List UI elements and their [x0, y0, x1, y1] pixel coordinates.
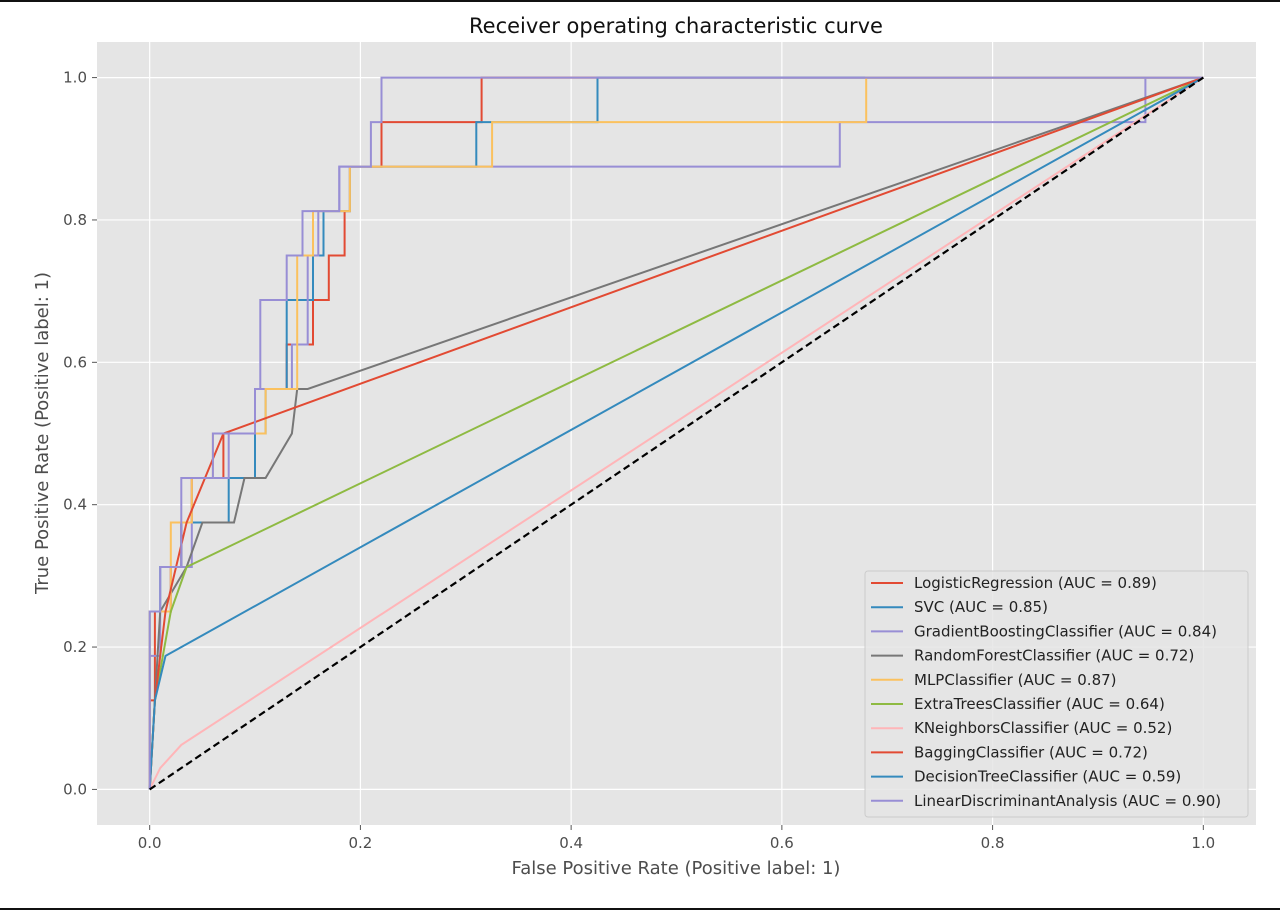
legend-box — [864, 570, 1249, 818]
x-tick-label: 0.4 — [559, 834, 583, 852]
frame-top-border — [0, 0, 1280, 2]
legend-item-label: LogisticRegression (AUC = 0.89) — [914, 574, 1157, 592]
y-tick-label: 0.0 — [63, 780, 87, 798]
roc-series-line-3 — [148, 76, 1204, 790]
roc-series-line-8 — [148, 76, 1204, 790]
legend-item-label: KNeighborsClassifier (AUC = 0.52) — [914, 719, 1172, 737]
series-layer — [148, 76, 1204, 791]
tick-labels: 0.0 0.2 0.4 0.6 0.8 1.0 0.0 0.2 0.4 0.6 0.8 1.0 — [63, 69, 1215, 852]
legend-item-label: GradientBoostingClassifier (AUC = 0.84) — [914, 622, 1217, 640]
frame-bottom-border — [0, 908, 1280, 910]
roc-series-line-4 — [148, 76, 1204, 790]
legend-item-label: LinearDiscriminantAnalysis (AUC = 0.90) — [914, 792, 1221, 810]
x-tick-label: 0.0 — [138, 834, 162, 852]
x-tick-label: 0.8 — [981, 834, 1005, 852]
legend-item-label: MLPClassifier (AUC = 0.87) — [914, 671, 1117, 689]
roc-series-line-6 — [148, 76, 1204, 790]
y-tick-label: 0.4 — [63, 496, 87, 514]
x-tick-label: 1.0 — [1191, 834, 1215, 852]
x-axis-label: False Positive Rate (Positive label: 1) — [512, 858, 841, 879]
legend-item-label: SVC (AUC = 0.85) — [914, 598, 1048, 616]
legend-item-label: ExtraTreesClassifier (AUC = 0.64) — [914, 695, 1165, 713]
y-tick-label: 0.8 — [63, 211, 87, 229]
legend-item-label: BaggingClassifier (AUC = 0.72) — [914, 743, 1148, 761]
y-tick-label: 0.6 — [63, 353, 87, 371]
chart-title: Receiver operating characteristic curve — [469, 14, 883, 38]
x-tick-label: 0.2 — [348, 834, 372, 852]
y-axis-label: True Positive Rate (Positive label: 1) — [32, 272, 53, 595]
y-tick-label: 1.0 — [63, 69, 87, 87]
legend-item-label: DecisionTreeClassifier (AUC = 0.59) — [914, 768, 1181, 786]
y-tick-label: 0.2 — [63, 638, 87, 656]
legend-item-label: RandomForestClassifier (AUC = 0.72) — [914, 647, 1194, 665]
chance-diagonal-line — [149, 76, 1204, 791]
roc-series-line-9 — [148, 76, 1204, 790]
legend: LogisticRegression (AUC = 0.89) SVC (AUC … — [864, 570, 1249, 818]
x-tick-label: 0.6 — [770, 834, 794, 852]
